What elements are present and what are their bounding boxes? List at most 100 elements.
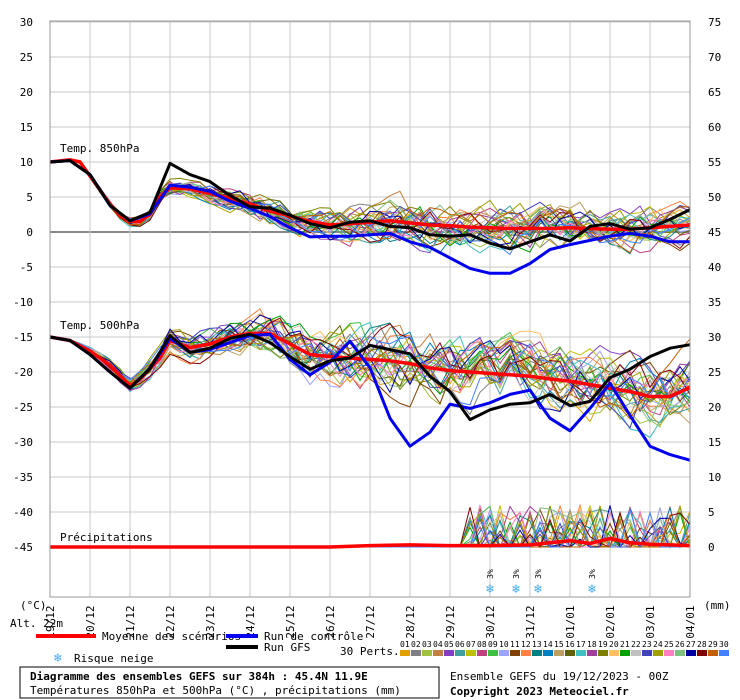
gfs-line-t500: [49, 332, 691, 422]
chart-title: Diagramme des ensembles GEFS sur 384h : …: [30, 670, 368, 683]
date-label: 02/01: [604, 605, 617, 638]
pert-swatch: [554, 650, 564, 656]
pert-number: 15: [554, 640, 564, 649]
pert-number: 21: [620, 640, 630, 649]
pert-swatch: [642, 650, 652, 656]
pert-number: 08: [477, 640, 487, 649]
date-label: 31/12: [524, 605, 537, 638]
date-label: 29/12: [444, 605, 457, 638]
pert-swatch: [466, 650, 476, 656]
panel-label-precip: Précipitations: [60, 531, 153, 544]
perturbation-line: [49, 321, 691, 439]
legend: Moyenne des scénarios Run de contrôle Ru…: [36, 630, 729, 666]
pert-number: 04: [433, 640, 443, 649]
pert-number: 13: [532, 640, 542, 649]
snowflake-icon: ❄: [587, 582, 596, 597]
pert-number: 07: [466, 640, 476, 649]
pert-number: 20: [609, 640, 619, 649]
plot-frame: [49, 20, 691, 598]
snow-risk-percent: 3%: [588, 569, 597, 579]
legend-gfs-label: Run GFS: [264, 641, 310, 654]
altitude-label: Alt. 22m: [10, 617, 63, 630]
date-label: 27/12: [364, 605, 377, 638]
date-label: 24/12: [244, 605, 257, 638]
panel-label-t500: Temp. 500hPa: [60, 319, 139, 332]
legend-snow-label: Risque neige: [74, 652, 153, 665]
date-label: 30/12: [484, 605, 497, 638]
pert-swatch: [598, 650, 608, 656]
tick-label-left: -40: [13, 506, 33, 519]
pert-number: 28: [697, 640, 707, 649]
tick-label-left: 30: [20, 16, 33, 29]
pert-number: 03: [422, 640, 432, 649]
tick-label-left: -45: [13, 541, 33, 554]
tick-label-left: -30: [13, 436, 33, 449]
pert-number: 14: [543, 640, 553, 649]
pert-number: 06: [455, 640, 465, 649]
tick-label-right: 25: [708, 366, 721, 379]
snow-risk-percent: 3%: [534, 569, 543, 579]
perturbation-line: [49, 317, 691, 404]
pert-swatch: [576, 650, 586, 656]
tick-label-left: 0: [26, 226, 33, 239]
pert-swatch: [708, 650, 718, 656]
gfs-line-t850: [49, 159, 691, 251]
tick-label-left: -25: [13, 401, 33, 414]
pert-swatch: [444, 650, 454, 656]
mean-line-precip: [50, 536, 691, 549]
pert-swatch: [697, 650, 707, 656]
snow-risk-percent: 3%: [512, 569, 521, 579]
pert-swatch: [521, 650, 531, 656]
pert-number: 19: [598, 640, 608, 649]
tick-label-left: -5: [20, 261, 33, 274]
tick-label-right: 20: [708, 401, 721, 414]
pert-number: 16: [565, 640, 575, 649]
snowflake-icon: ❄: [53, 651, 62, 666]
tick-label-left: 25: [20, 51, 33, 64]
date-label: 03/01: [644, 605, 657, 638]
tick-label-left: -20: [13, 366, 33, 379]
legend-control-label: Run de contrôle: [264, 630, 363, 643]
pert-swatch: [477, 650, 487, 656]
pert-swatch: [488, 650, 498, 656]
tick-label-right: 10: [708, 471, 721, 484]
pert-number: 17: [576, 640, 586, 649]
unit-left: (°C): [20, 599, 47, 612]
title-box: [19, 666, 440, 699]
pert-swatch: [620, 650, 630, 656]
tick-label-right: 5: [708, 506, 715, 519]
perts-label: 30 Perts.: [340, 645, 400, 658]
pert-number: 29: [708, 640, 718, 649]
tick-label-right: 70: [708, 51, 721, 64]
control-line-t850: [49, 159, 690, 275]
pert-number: 18: [587, 640, 597, 649]
pert-swatch: [664, 650, 674, 656]
pert-swatch: [433, 650, 443, 656]
date-label: 26/12: [324, 605, 337, 638]
pert-number: 02: [411, 640, 421, 649]
date-label: 20/12: [84, 605, 97, 638]
pert-swatch: [455, 650, 465, 656]
pert-swatch: [719, 650, 729, 656]
pert-swatch: [400, 650, 410, 656]
tick-label-right: 15: [708, 436, 721, 449]
tick-label-right: 40: [708, 261, 721, 274]
pert-number: 27: [686, 640, 696, 649]
pert-number: 09: [488, 640, 498, 649]
chart-subtitle: Températures 850hPa et 500hPa (°C) , pré…: [30, 684, 401, 697]
pert-swatch: [565, 650, 575, 656]
pert-number: 24: [653, 640, 663, 649]
snow-risk-percent: 3%: [486, 569, 495, 579]
tick-label-left: 5: [26, 191, 33, 204]
pert-number: 10: [499, 640, 509, 649]
pert-number: 11: [510, 640, 520, 649]
tick-label-left: -35: [13, 471, 33, 484]
snowflake-icon: ❄: [485, 582, 494, 597]
tick-label-right: 75: [708, 16, 721, 29]
tick-label-right: 50: [708, 191, 721, 204]
run-info: Ensemble GEFS du 19/12/2023 - 00Z: [450, 670, 669, 683]
date-label: 21/12: [124, 605, 137, 638]
pert-swatch: [675, 650, 685, 656]
